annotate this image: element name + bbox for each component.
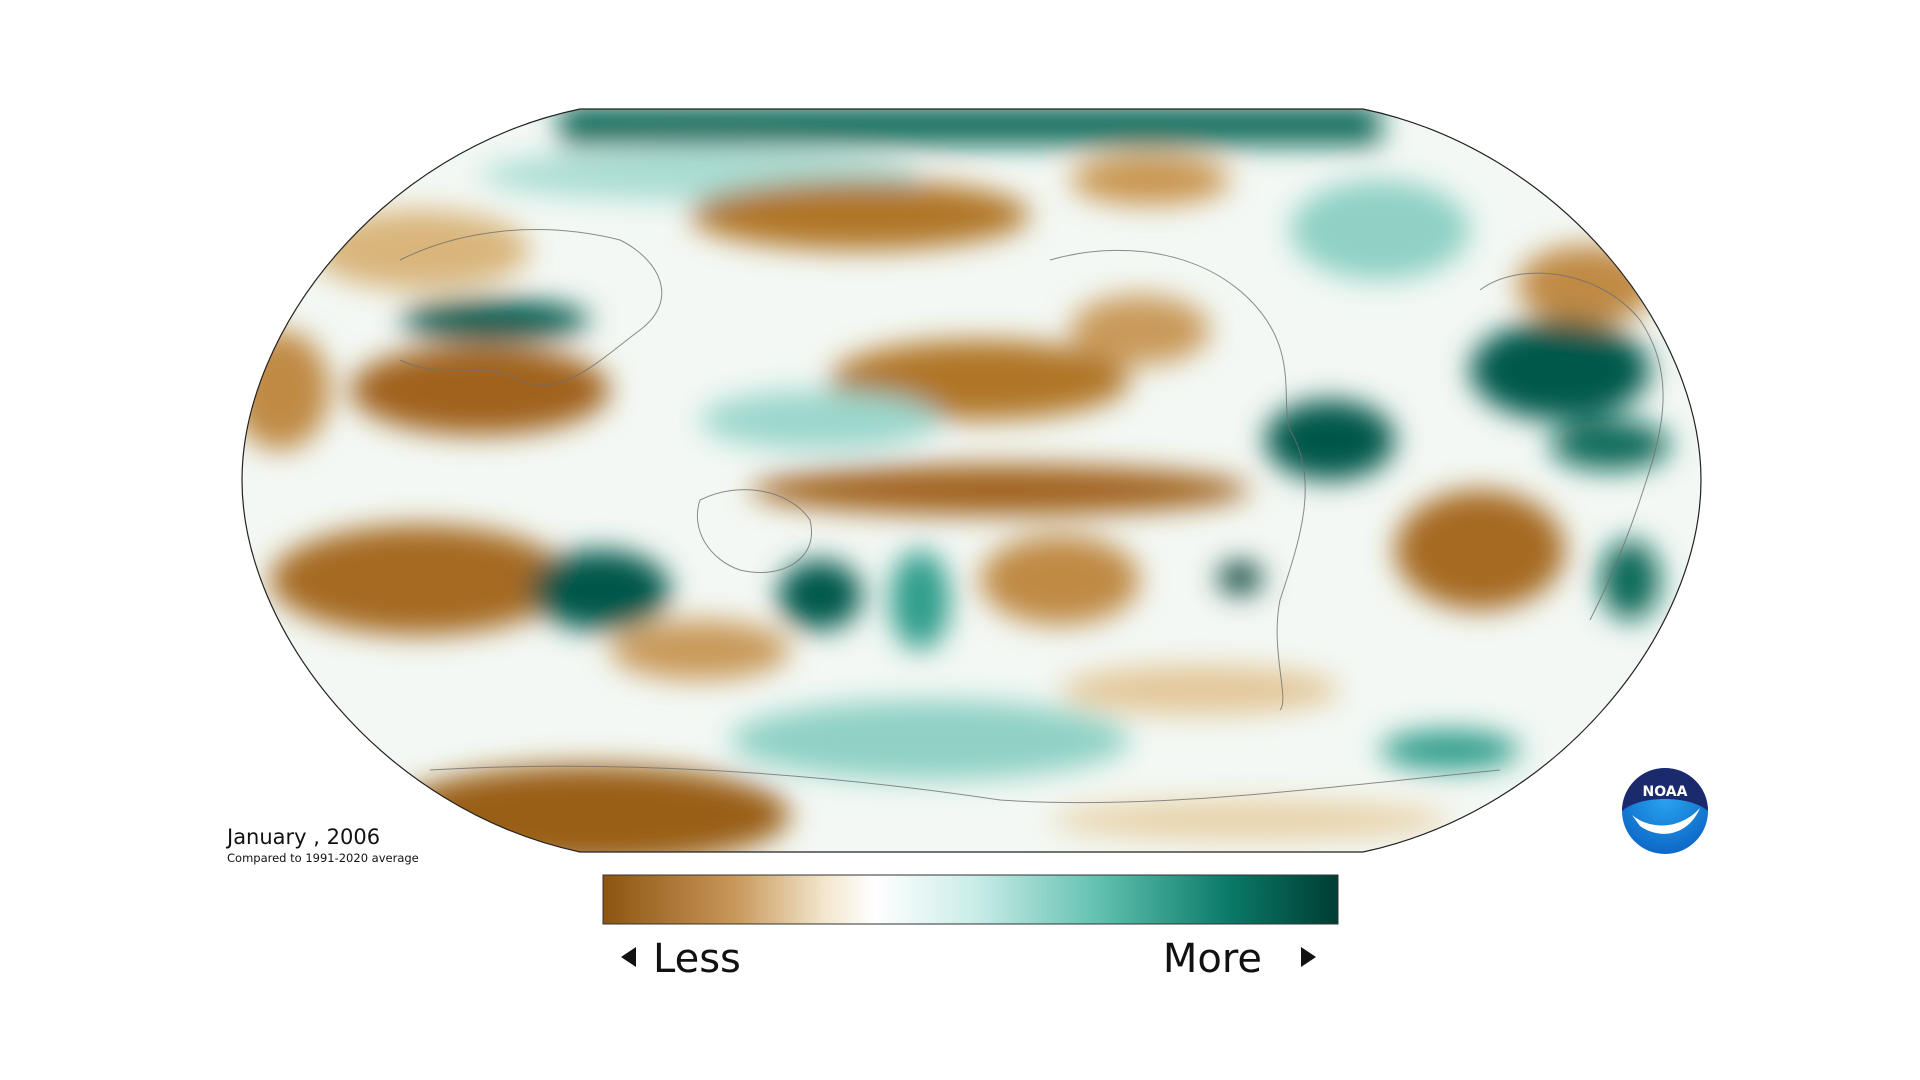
wet-blob bbox=[778, 560, 862, 630]
dry-blob bbox=[1070, 155, 1230, 205]
less-arrow bbox=[621, 947, 636, 967]
anomaly-field bbox=[242, 109, 1701, 852]
wet-blob bbox=[1380, 730, 1520, 770]
dry-blob bbox=[390, 765, 790, 852]
more-arrow bbox=[1301, 947, 1316, 967]
dry-blob bbox=[690, 180, 1030, 250]
coastlines bbox=[399, 229, 1664, 804]
wet-blob bbox=[700, 390, 940, 450]
dry-blob bbox=[270, 525, 570, 635]
logo-text: NOAA bbox=[1643, 784, 1688, 800]
wet-blob bbox=[890, 550, 950, 650]
color-bar bbox=[602, 874, 1339, 925]
dry-blob bbox=[1395, 490, 1565, 610]
wet-blob bbox=[1290, 180, 1470, 280]
map-date: January , 2006 bbox=[225, 825, 380, 849]
dry-blob bbox=[1517, 245, 1657, 325]
dry-blob bbox=[1060, 665, 1340, 715]
dry-blob bbox=[610, 620, 790, 680]
coastline bbox=[1049, 249, 1306, 711]
dry-blob bbox=[310, 210, 530, 290]
dry-blob bbox=[1050, 800, 1450, 840]
wet-blob bbox=[400, 300, 590, 340]
wet-blob bbox=[530, 550, 670, 630]
noaa-logo: NOAA bbox=[1622, 768, 1708, 854]
dry-blob bbox=[1070, 295, 1210, 365]
dry-blob bbox=[242, 330, 330, 450]
anomaly-blobs bbox=[242, 109, 1670, 852]
coastline bbox=[429, 765, 1501, 804]
dry-blob bbox=[350, 345, 610, 435]
map-outline bbox=[241, 108, 1702, 853]
legend-high-label: More bbox=[1163, 936, 1262, 982]
wet-blob bbox=[1470, 320, 1650, 420]
coastline bbox=[399, 229, 663, 386]
wet-blob bbox=[1550, 420, 1670, 470]
wet-blob bbox=[1218, 562, 1262, 594]
wet-blob bbox=[1600, 540, 1660, 620]
wet-blob bbox=[560, 109, 1380, 145]
map-subtitle: Compared to 1991-2020 average bbox=[227, 851, 419, 865]
dry-blob bbox=[750, 465, 1250, 515]
coastline bbox=[1479, 272, 1664, 621]
coastline bbox=[696, 489, 812, 574]
dry-blob bbox=[980, 535, 1140, 625]
logo-top bbox=[1622, 768, 1708, 811]
logo-gull bbox=[1632, 808, 1700, 834]
wet-blob bbox=[730, 700, 1130, 780]
wet-blob bbox=[1265, 400, 1395, 480]
legend-low-label: Less bbox=[653, 936, 741, 982]
